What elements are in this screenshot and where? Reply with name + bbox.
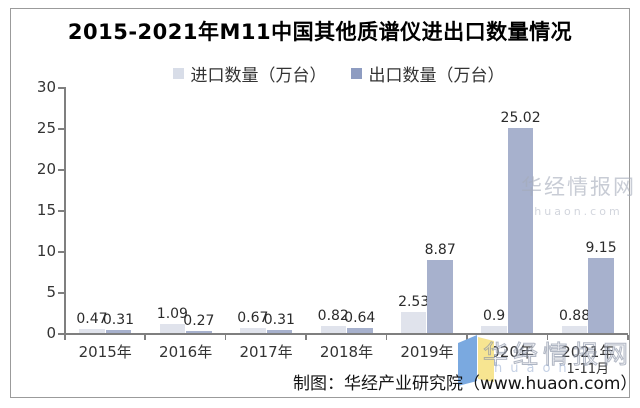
huajing-logo: [458, 335, 494, 386]
y-axis-label: 5: [46, 283, 56, 301]
bar-import-2018年: [320, 326, 346, 333]
y-axis-label: 0: [46, 324, 56, 342]
data-label: 0.67: [237, 309, 269, 326]
x-axis-tick: [305, 334, 307, 340]
x-axis-tick: [64, 334, 66, 340]
bar-import-2021年: [561, 325, 588, 333]
x-axis-label-2016年: 2016年: [159, 343, 213, 361]
x-axis-tick: [546, 334, 549, 340]
bar-export-2019年: [427, 260, 453, 333]
legend-label-export: 出口数量（万台）: [368, 66, 505, 86]
x-axis-label-2017年: 2017年: [239, 343, 293, 361]
data-label: 1.09: [156, 306, 188, 323]
bar-import-2020年: [481, 325, 507, 333]
x-axis-label-2018年: 2018年: [319, 343, 374, 361]
data-label: 0.9: [482, 307, 506, 324]
x-axis-tick: [466, 334, 468, 340]
y-axis-tick: [58, 333, 64, 335]
bar-import-2016年: [159, 324, 186, 333]
watermark-right: 华经情报网 huaon.com: [521, 171, 636, 218]
chart-title: 2015-2021年M11中国其他质谱仪进出口数量情况: [67, 20, 573, 44]
x-axis-tick: [144, 334, 146, 340]
y-axis-tick: [58, 251, 64, 253]
watermark-bottom-subtext: huaon: [494, 361, 575, 376]
y-axis-tick: [58, 87, 64, 89]
bar-export-2020年: [507, 127, 534, 333]
bar-import-2019年: [400, 312, 427, 333]
x-axis-label-2019年: 2019年: [400, 343, 454, 361]
watermark-bottom-text: 华经情报网: [482, 340, 634, 370]
bar-import-2015年: [79, 329, 105, 333]
legend-item-export: 出口数量（万台）: [350, 61, 505, 86]
y-axis-label: 30: [36, 78, 56, 96]
data-label: 0.88: [558, 307, 591, 324]
logo-yellow-flag: [478, 337, 494, 382]
y-axis-tick: [58, 128, 64, 130]
data-label: 0.27: [183, 312, 215, 329]
y-axis-tick: [58, 169, 64, 171]
data-label: 0.31: [263, 312, 295, 329]
data-label: 8.87: [424, 242, 456, 259]
data-label: 25.02: [500, 109, 541, 126]
watermark-right-subtext: huaon.com: [534, 205, 623, 218]
footer-credit: 制图：华经产业研究院（www.huaon.com）: [293, 374, 638, 394]
y-axis-label: 15: [36, 201, 56, 219]
data-label: 0.31: [102, 312, 135, 329]
bar-import-2017年: [240, 327, 266, 333]
x-axis-line: [64, 333, 628, 335]
chart-border: [10, 8, 630, 398]
data-label: 0.64: [344, 309, 376, 326]
bar-export-2017年: [266, 330, 293, 333]
bar-export-2016年: [186, 330, 212, 333]
y-axis-tick: [58, 210, 64, 212]
y-axis-line: [64, 87, 66, 333]
legend: 进口数量（万台） 出口数量（万台）: [0, 61, 640, 86]
watermark-right-text: 华经情报网: [521, 175, 636, 199]
data-label: 9.15: [585, 239, 617, 256]
legend-swatch-export: [350, 68, 362, 79]
x-axis-label-2015年: 2015年: [78, 343, 132, 361]
x-axis-label-2020年: 2020年: [480, 343, 534, 361]
legend-item-import: 进口数量（万台）: [172, 61, 327, 86]
legend-swatch-import: [172, 68, 184, 79]
x-axis-tick: [627, 334, 629, 340]
x-axis-tick: [385, 334, 388, 340]
y-axis-label: 20: [36, 160, 56, 178]
x-axis-sublabel: 1-11月: [566, 362, 610, 377]
bar-export-2015年: [105, 330, 132, 333]
y-axis-label: 10: [36, 242, 56, 260]
logo-blue-flag: [458, 335, 477, 386]
data-label: 0.82: [317, 308, 349, 325]
legend-label-import: 进口数量（万台）: [190, 66, 327, 86]
data-label: 0.47: [76, 311, 108, 328]
x-axis-tick: [224, 334, 227, 340]
bar-export-2021年: [588, 257, 614, 333]
x-axis-label-2021年: 2021年: [561, 343, 615, 361]
y-axis-label: 25: [36, 119, 56, 137]
y-axis-tick: [58, 292, 64, 294]
bar-export-2018年: [347, 327, 373, 333]
data-label: 2.53: [398, 294, 430, 311]
